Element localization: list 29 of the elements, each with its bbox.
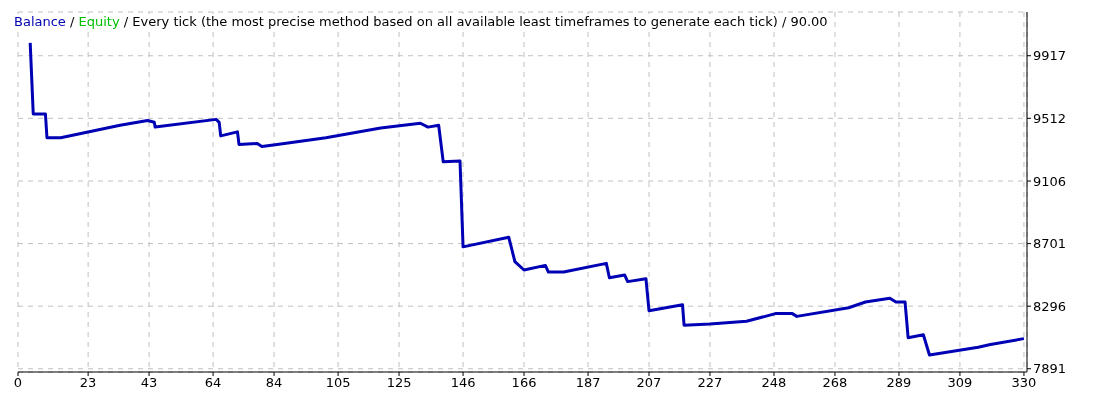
x-tick-label: 84	[265, 375, 283, 391]
x-tick-label: 125	[386, 375, 412, 391]
y-tick-label: 9512	[1033, 110, 1067, 126]
series-label: Balance	[14, 14, 66, 29]
x-tick-label: 105	[325, 375, 351, 391]
y-tick-label: 8701	[1033, 236, 1067, 252]
x-tick-label: 207	[636, 375, 662, 391]
y-tick-label: 9917	[1033, 48, 1067, 64]
x-tick-label: 268	[822, 375, 848, 391]
x-tick-label: 309	[947, 375, 973, 391]
x-tick-label: 330	[1011, 375, 1037, 391]
x-tick-label: 289	[886, 375, 912, 391]
x-tick-label: 43	[140, 375, 158, 391]
chart-title: Every tick (the most precise method based on all available least timeframes to generate each tick) / 90.00	[132, 14, 828, 29]
x-tick-label: 146	[450, 375, 476, 391]
text: /	[123, 14, 129, 29]
annotation: /	[70, 14, 75, 29]
x-tick-label: 187	[575, 375, 601, 391]
x-tick-label: 248	[761, 375, 787, 391]
y-tick-label: 9106	[1033, 173, 1067, 189]
x-tick-label: 227	[697, 375, 723, 391]
x-tick-label: 64	[204, 375, 222, 391]
line-series	[28, 41, 1026, 357]
y-tick-label: 7891	[1033, 361, 1067, 377]
x-tick-label: 166	[511, 375, 537, 391]
x-tick-label: 0	[13, 375, 23, 391]
legend-label: Equity	[78, 14, 120, 29]
x-tick-label: 23	[79, 375, 97, 391]
y-tick-label: 8296	[1033, 298, 1067, 314]
